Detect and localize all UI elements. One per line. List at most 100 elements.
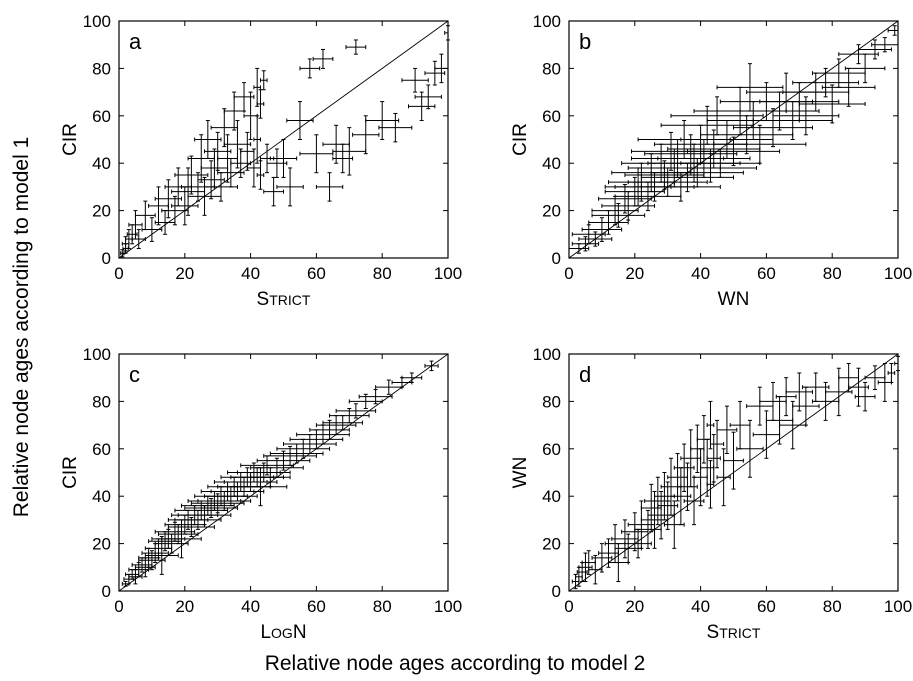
plot-frame <box>568 20 899 259</box>
data-point <box>578 552 593 583</box>
data-point <box>706 400 715 450</box>
panel-d: 0 20 40 60 80 100 0 20 40 60 80 100 d STRICT WN <box>510 345 912 643</box>
data-point <box>759 82 840 122</box>
data-point <box>667 129 761 169</box>
y-tick-label: 20 <box>542 535 561 554</box>
data-point <box>644 476 672 526</box>
data-point <box>894 355 900 372</box>
x-tick-label: 60 <box>757 597 776 616</box>
data-point <box>131 229 146 250</box>
data-point <box>591 543 613 573</box>
data-point <box>161 519 202 559</box>
data-point <box>365 101 400 140</box>
y-tick-label: 100 <box>533 12 561 31</box>
data-point <box>607 543 629 583</box>
data-point <box>253 67 261 107</box>
y-tick-label: 100 <box>83 12 111 31</box>
data-point <box>332 127 367 176</box>
data-point <box>887 25 899 36</box>
data-point <box>706 434 721 483</box>
x-tick-label: 40 <box>241 597 260 616</box>
data-point <box>194 120 222 159</box>
data-point <box>700 115 794 155</box>
data-point <box>680 120 774 159</box>
data-point <box>775 377 797 417</box>
data-point <box>401 67 429 93</box>
data-point <box>269 443 324 464</box>
data-point <box>120 249 125 258</box>
data-point <box>322 124 350 164</box>
x-tick-label: 20 <box>175 597 194 616</box>
data-point <box>611 519 639 559</box>
y-tick-label: 20 <box>542 202 561 221</box>
data-point <box>223 120 252 169</box>
x-tick-label: 100 <box>884 597 912 616</box>
data-point <box>299 134 334 174</box>
y-tick-label: 80 <box>542 392 561 411</box>
y-tick-label: 60 <box>92 107 111 126</box>
data-point <box>299 58 321 79</box>
y-axis-label: CIR <box>510 123 531 156</box>
data-point <box>759 381 787 421</box>
data-point <box>581 217 623 242</box>
data-point <box>289 429 344 450</box>
data-point <box>263 176 284 207</box>
data-point <box>171 186 199 226</box>
data-point <box>401 372 423 383</box>
y-tick-label: 40 <box>92 154 111 173</box>
data-point <box>657 139 751 178</box>
data-point <box>575 566 583 587</box>
data-point <box>663 153 758 183</box>
data-point <box>210 108 238 148</box>
data-point <box>802 372 830 402</box>
x-axis-label: STRICT <box>707 622 761 643</box>
data-point <box>154 179 183 219</box>
y-tick-label: 40 <box>92 487 111 506</box>
y-tick-label: 100 <box>83 345 111 364</box>
y-tick-label: 60 <box>92 440 111 459</box>
data-point <box>174 500 229 521</box>
data-point <box>798 84 866 124</box>
data-point <box>335 403 377 419</box>
data-point <box>716 448 731 507</box>
data-point <box>125 229 133 250</box>
x-tick-label: 80 <box>373 597 392 616</box>
x-tick-label: 80 <box>823 597 842 616</box>
data-point <box>286 101 314 140</box>
panel-a: 0 20 40 60 80 100 0 20 40 60 80 100 a STRICT CIR <box>60 12 462 310</box>
data-point <box>811 381 840 421</box>
y-tick-label: 0 <box>102 582 111 601</box>
data-point <box>588 210 629 235</box>
data-point <box>424 60 446 86</box>
data-point <box>154 521 196 542</box>
plot-frame <box>118 20 449 259</box>
y-tick-label: 80 <box>542 59 561 78</box>
x-tick-label: 20 <box>625 597 644 616</box>
data-point <box>197 160 225 200</box>
y-tick-label: 100 <box>533 345 561 364</box>
x-tick-label: 80 <box>373 264 392 283</box>
data-point <box>578 231 613 247</box>
y-tick-label: 80 <box>92 59 111 78</box>
x-tick-label: 20 <box>175 264 194 283</box>
panel-b: 0 20 40 60 80 100 0 20 40 60 80 100 b WN CIR <box>510 12 912 310</box>
data-point <box>253 115 261 164</box>
data-point <box>259 70 268 91</box>
data-point <box>256 160 265 190</box>
data-point <box>746 386 774 426</box>
data-point <box>345 39 367 55</box>
x-tick-label: 0 <box>564 264 573 283</box>
data-point <box>706 460 715 509</box>
y-axis-label: CIR <box>60 123 81 156</box>
x-tick-label: 100 <box>884 264 912 283</box>
data-point <box>315 172 344 202</box>
data-point <box>686 136 781 167</box>
data-point <box>204 131 232 171</box>
data-point <box>660 105 754 145</box>
x-tick-label: 0 <box>114 264 123 283</box>
data-point <box>723 431 744 490</box>
data-point <box>181 495 235 516</box>
data-point <box>713 124 807 164</box>
data-point <box>716 405 738 455</box>
data-point <box>240 131 255 171</box>
